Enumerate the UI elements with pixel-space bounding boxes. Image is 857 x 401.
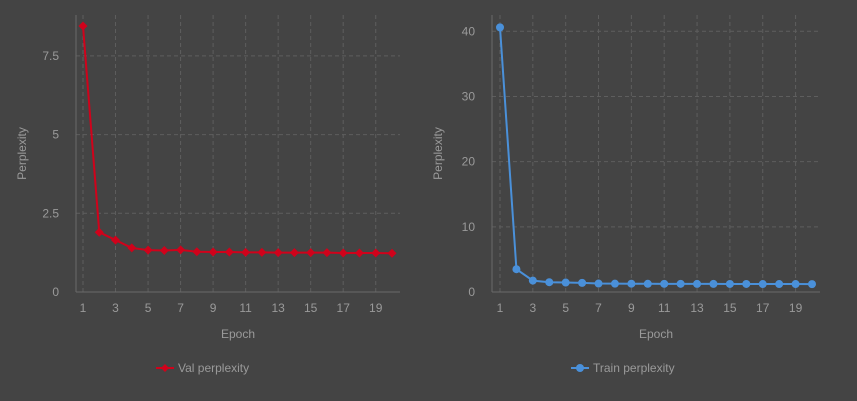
train-perplexity-panel: 0 10 20 30 40 1 3 5 7 9 11 13 15 17 19 Epoch Perplexity … [420, 0, 840, 401]
x-tick-label: 1 [497, 301, 504, 315]
y-tick-label: 7.5 [42, 49, 59, 63]
x-axis-title: Epoch [639, 327, 673, 341]
data-point[interactable] [758, 280, 767, 289]
data-point[interactable] [725, 279, 734, 288]
data-point[interactable] [709, 279, 718, 288]
legend-label: Val perplexity [178, 361, 250, 375]
legend-train-perplexity[interactable]: Train perplexity [571, 360, 675, 376]
y-tick-label: 30 [462, 89, 476, 103]
data-point[interactable] [496, 23, 504, 32]
y-tick-label: 0 [52, 285, 59, 299]
data-point[interactable] [322, 248, 332, 258]
data-point[interactable] [660, 279, 669, 288]
x-tick-label: 9 [628, 301, 635, 315]
data-point[interactable] [159, 245, 169, 255]
data-point[interactable] [78, 21, 88, 31]
y-tick-label: 40 [462, 24, 476, 38]
data-point[interactable] [338, 248, 348, 258]
x-tick-label: 1 [80, 301, 87, 315]
series-line [499, 27, 813, 286]
x-tick-label: 5 [562, 301, 569, 315]
x-tick-label: 3 [529, 301, 536, 315]
data-point[interactable] [528, 276, 537, 285]
val-perplexity-panel: 0 2.5 5 7.5 1 3 5 7 9 11 13 15 17 19 Epoch Perplexity V… [0, 0, 420, 401]
data-point[interactable] [257, 247, 267, 257]
x-tick-label: 9 [210, 301, 217, 315]
data-point[interactable] [387, 248, 397, 258]
data-point[interactable] [676, 279, 685, 288]
x-tick-label: 19 [789, 301, 803, 315]
y-tick-label: 10 [462, 220, 476, 234]
x-tick-label: 13 [271, 301, 285, 315]
legend-diamond-icon [156, 364, 174, 372]
x-tick-label: 17 [756, 301, 770, 315]
x-tick-label: 17 [337, 301, 351, 315]
data-point[interactable] [742, 279, 751, 288]
data-point[interactable] [371, 248, 381, 258]
data-point[interactable] [273, 248, 283, 258]
data-point[interactable] [208, 247, 218, 257]
data-point[interactable] [192, 247, 202, 257]
x-tick-label: 19 [369, 301, 383, 315]
data-point[interactable] [627, 279, 636, 288]
data-point[interactable] [791, 280, 800, 289]
data-point[interactable] [693, 279, 702, 288]
legend-label: Train perplexity [593, 361, 675, 375]
data-point[interactable] [111, 235, 121, 245]
data-point[interactable] [306, 248, 316, 258]
x-tick-label: 11 [658, 301, 671, 315]
y-tick-label: 20 [462, 155, 476, 169]
y-tick-label: 0 [468, 285, 475, 299]
data-point[interactable] [808, 280, 816, 289]
data-point[interactable] [578, 278, 587, 287]
data-point[interactable] [610, 279, 619, 288]
data-point[interactable] [512, 265, 521, 274]
data-point[interactable] [545, 278, 554, 287]
x-tick-label: 13 [690, 301, 704, 315]
data-point[interactable] [775, 280, 784, 289]
data-point[interactable] [143, 245, 153, 255]
data-point[interactable] [561, 278, 570, 287]
x-tick-label: 3 [112, 301, 119, 315]
data-point[interactable] [224, 247, 234, 257]
data-point[interactable] [241, 247, 251, 257]
data-point[interactable] [127, 243, 137, 253]
data-point[interactable] [643, 279, 652, 288]
x-tick-label: 7 [595, 301, 602, 315]
legend-circle-icon [571, 364, 589, 372]
y-axis-title: Perplexity [431, 127, 445, 180]
y-tick-label: 2.5 [42, 206, 59, 220]
x-tick-label: 15 [304, 301, 318, 315]
x-axis-title: Epoch [221, 327, 255, 341]
x-tick-label: 5 [145, 301, 152, 315]
data-point[interactable] [94, 227, 104, 237]
data-point[interactable] [354, 248, 364, 258]
series-line [82, 25, 393, 255]
legend-val-perplexity[interactable]: Val perplexity [156, 360, 249, 376]
data-point[interactable] [594, 279, 603, 288]
x-tick-label: 7 [177, 301, 184, 315]
x-tick-label: 11 [239, 301, 252, 315]
data-point[interactable] [176, 245, 186, 255]
data-point[interactable] [289, 248, 299, 258]
x-tick-label: 15 [723, 301, 737, 315]
y-tick-label: 5 [52, 128, 59, 142]
y-axis-title: Perplexity [15, 127, 29, 180]
